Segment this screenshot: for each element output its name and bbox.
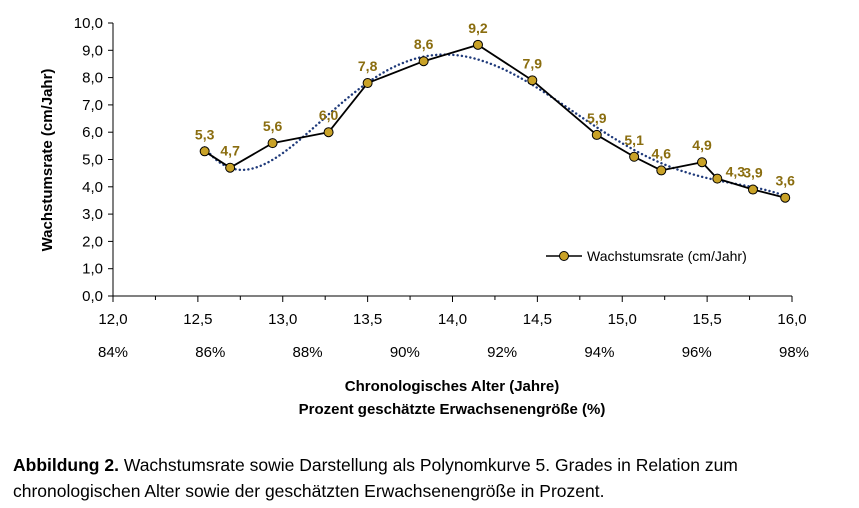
data-point xyxy=(629,151,640,162)
data-label: 3,9 xyxy=(743,165,763,181)
data-point xyxy=(712,173,723,184)
y-tick-label: 8,0 xyxy=(82,70,103,87)
data-point xyxy=(697,157,708,168)
data-point xyxy=(780,192,791,203)
y-tick-label: 3,0 xyxy=(82,206,103,223)
x2-tick-label: 84% xyxy=(98,344,128,361)
data-series: 5,34,75,66,07,88,69,27,95,95,14,64,94,33… xyxy=(195,20,795,203)
data-point xyxy=(418,56,429,67)
x2-tick-label: 98% xyxy=(779,344,809,361)
legend-label: Wachstumsrate (cm/Jahr) xyxy=(587,248,747,264)
legend: Wachstumsrate (cm/Jahr) xyxy=(546,248,747,264)
data-label: 7,9 xyxy=(523,55,543,71)
x2-tick-label: 86% xyxy=(195,344,225,361)
x-tick-label: 15,0 xyxy=(608,311,637,328)
data-point xyxy=(362,78,373,89)
x-tick-label: 15,5 xyxy=(693,311,722,328)
y-tick-label: 10,0 xyxy=(74,15,103,32)
x2-tick-label: 90% xyxy=(390,344,420,361)
y-tick-label: 5,0 xyxy=(82,152,103,169)
data-point xyxy=(199,146,210,157)
x-tick-label: 16,0 xyxy=(777,311,806,328)
data-label: 4,6 xyxy=(652,145,672,161)
data-label: 9,2 xyxy=(468,20,488,36)
x-tick-label: 12,0 xyxy=(98,311,127,328)
x-tick-label: 13,0 xyxy=(268,311,297,328)
caption-prefix: Abbildung 2. xyxy=(13,455,119,475)
x-tick-label: 14,0 xyxy=(438,311,467,328)
caption-text: Wachstumsrate sowie Darstellung als Poly… xyxy=(13,455,738,501)
data-point xyxy=(747,184,758,195)
y-tick-label: 6,0 xyxy=(82,124,103,141)
x2-tick-label: 94% xyxy=(584,344,614,361)
y-axis-title: Wachstumsrate (cm/Jahr) xyxy=(39,69,56,252)
x2-tick-label: 88% xyxy=(293,344,323,361)
data-label: 5,6 xyxy=(263,118,283,134)
x-tick-label: 12,5 xyxy=(183,311,212,328)
x-tick-label: 14,5 xyxy=(523,311,552,328)
data-point xyxy=(656,165,667,176)
data-point xyxy=(591,129,602,140)
data-label: 4,7 xyxy=(220,143,240,159)
y-tick-label: 1,0 xyxy=(82,261,103,278)
data-point xyxy=(323,127,334,138)
y-tick-label: 2,0 xyxy=(82,233,103,250)
x2-tick-label: 96% xyxy=(682,344,712,361)
data-label: 4,3 xyxy=(726,164,746,180)
data-point xyxy=(225,162,236,173)
y-tick-label: 0,0 xyxy=(82,288,103,305)
data-point xyxy=(472,39,483,50)
trendline-path xyxy=(203,53,787,198)
x2-tick-label: 92% xyxy=(487,344,517,361)
x2-axis-title: Prozent geschätzte Erwachsenengröße (%) xyxy=(299,401,606,418)
figure-caption: Abbildung 2. Wachstumsrate sowie Darstel… xyxy=(13,452,853,504)
x-tick-label: 13,5 xyxy=(353,311,382,328)
data-label: 7,8 xyxy=(358,58,378,74)
data-label: 4,9 xyxy=(692,137,712,153)
data-label: 8,6 xyxy=(414,36,434,52)
polynomial-trendline xyxy=(203,53,787,198)
chart-axes: 0,0 1,0 2,0 3,0 4,0 5,0 6,0 7,0 8,0 9,0 10,0 12,0 12… xyxy=(74,15,809,361)
legend-marker xyxy=(559,251,569,261)
data-label: 5,1 xyxy=(624,132,644,148)
data-label: 6,0 xyxy=(319,107,339,123)
data-label: 3,6 xyxy=(775,173,795,189)
x-axis-title: Chronologisches Alter (Jahre) xyxy=(345,378,559,395)
data-label: 5,3 xyxy=(195,126,215,142)
growth-rate-chart: 0,0 1,0 2,0 3,0 4,0 5,0 6,0 7,0 8,0 9,0 10,0 12,0 12… xyxy=(39,15,809,418)
data-label: 5,9 xyxy=(587,110,607,126)
y-tick-label: 9,0 xyxy=(82,42,103,59)
y-tick-label: 7,0 xyxy=(82,97,103,114)
data-point xyxy=(527,75,538,86)
y-tick-label: 4,0 xyxy=(82,179,103,196)
data-point xyxy=(267,138,278,149)
